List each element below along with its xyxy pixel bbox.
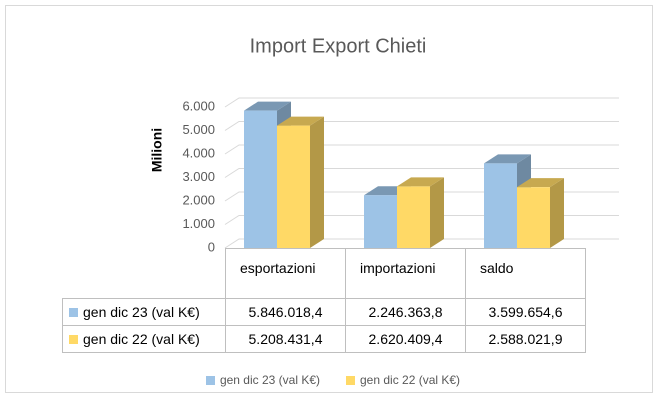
data-label: 2.246.363,8	[345, 298, 466, 326]
data-label: 2.588.021,9	[465, 325, 586, 353]
y-tick-label: 2.000	[182, 192, 215, 207]
bar-top	[517, 178, 564, 188]
y-tick-label: 6.000	[182, 98, 215, 113]
legend-key	[346, 375, 355, 385]
legend-key	[205, 375, 215, 385]
legend: gen dic 23 (val K€) gen dic 22 (val K€)	[0, 373, 660, 387]
y-axis-label: Milioni	[149, 128, 165, 172]
bar	[484, 163, 517, 248]
x-tick-label: importazioni	[345, 248, 466, 299]
table-row-header: gen dic 23 (val K€)	[62, 298, 226, 326]
bar-side	[550, 178, 564, 248]
data-label: 5.208.431,4	[225, 325, 346, 353]
bar-top	[484, 154, 531, 164]
bar	[244, 110, 277, 249]
bar	[397, 186, 430, 248]
x-tick-label: saldo	[465, 248, 586, 299]
legend-label: gen dic 22 (val K€)	[360, 373, 461, 387]
chart-frame	[5, 5, 653, 393]
y-tick-label: 1.000	[182, 216, 215, 231]
y-tick-label: 3.000	[182, 169, 215, 184]
bar-side	[430, 177, 444, 248]
x-tick-label: esportazioni	[225, 248, 346, 299]
bar	[517, 187, 550, 248]
y-tick-label: 0	[208, 239, 215, 254]
data-label: 5.846.018,4	[225, 298, 346, 326]
series-name: gen dic 22 (val K€)	[83, 331, 200, 347]
bar	[277, 125, 310, 248]
bar-top	[397, 177, 444, 187]
table-row-header: gen dic 22 (val K€)	[62, 325, 226, 353]
grid-line	[224, 121, 619, 131]
data-label: 3.599.654,6	[465, 298, 586, 326]
y-tick-label: 5.000	[182, 122, 215, 137]
legend-label: gen dic 23 (val K€)	[219, 373, 320, 387]
grid-line	[224, 97, 619, 108]
bar	[364, 195, 397, 248]
legend-item: gen dic 23 (val K€)	[200, 373, 320, 387]
grid-line	[224, 144, 619, 155]
y-tick-label: 4.000	[182, 145, 215, 160]
legend-key	[69, 307, 78, 317]
legend-key	[69, 334, 78, 344]
chart-title: Import Export Chieti	[250, 35, 427, 57]
legend-item: gen dic 22 (val K€)	[340, 373, 460, 387]
data-label: 2.620.409,4	[345, 325, 466, 353]
series-name: gen dic 23 (val K€)	[83, 304, 200, 320]
bar-top	[277, 116, 324, 126]
bar-top	[244, 101, 291, 111]
bar-side	[310, 116, 324, 248]
